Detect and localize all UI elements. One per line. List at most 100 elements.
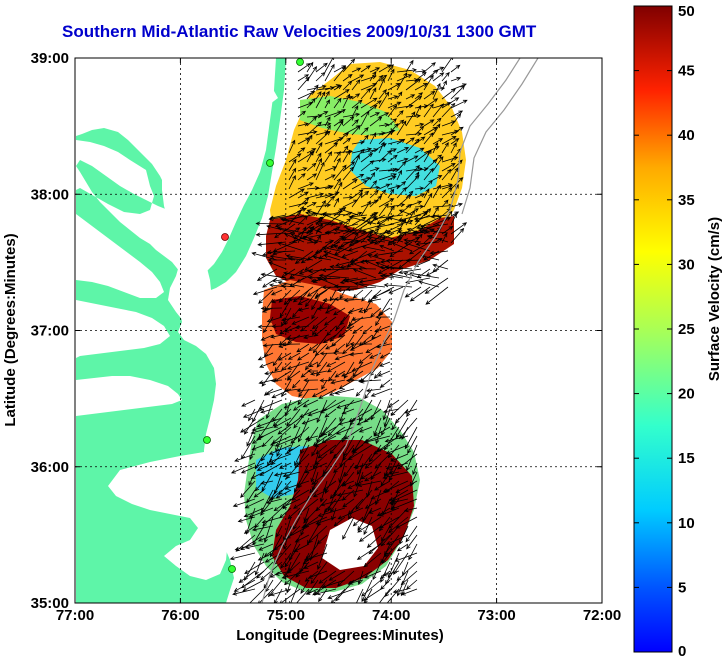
velocity-arrow xyxy=(320,498,346,507)
velocity-arrow xyxy=(297,352,310,361)
velocity-arrow xyxy=(251,426,265,432)
velocity-arrow xyxy=(279,588,301,603)
pamlico-sound xyxy=(108,452,228,580)
velocity-arrow xyxy=(398,209,413,216)
velocity-arrow xyxy=(293,516,301,530)
velocity-arrow xyxy=(395,480,418,493)
velocity-arrow xyxy=(414,122,425,127)
velocity-arrow xyxy=(306,61,314,73)
x-tick-label: 72:00 xyxy=(583,607,621,624)
velocity-arrow xyxy=(276,226,305,234)
velocity-arrow xyxy=(405,78,422,91)
velocity-arrow xyxy=(277,280,305,288)
colorbar-tick-label: 25 xyxy=(678,321,695,338)
velocity-arrow xyxy=(267,257,286,263)
velocity-arrow xyxy=(323,316,337,326)
velocity-arrow xyxy=(343,426,364,440)
velocity-arrow xyxy=(379,244,395,252)
velocity-arrow xyxy=(398,268,422,275)
velocity-arrow xyxy=(388,286,404,294)
velocity-arrow xyxy=(347,480,364,489)
velocity-arrow xyxy=(351,174,365,181)
velocity-arrow xyxy=(387,101,402,109)
velocity-arrow xyxy=(266,224,296,234)
velocity-arrow xyxy=(342,498,355,508)
velocity-region-cyan xyxy=(350,138,440,196)
velocity-arrow xyxy=(270,289,283,296)
velocity-arrow xyxy=(312,255,332,261)
velocity-arrow xyxy=(252,286,278,296)
velocity-arrow xyxy=(384,579,400,598)
velocity-arrow xyxy=(360,160,375,172)
colorbar-tick-label: 35 xyxy=(678,192,695,209)
velocity-arrow xyxy=(329,289,337,302)
velocity-arrow xyxy=(333,284,359,289)
velocity-arrow xyxy=(297,298,310,305)
velocity-arrow xyxy=(337,507,364,520)
velocity-arrow xyxy=(304,435,319,441)
velocity-arrow xyxy=(310,370,328,376)
velocity-arrow xyxy=(372,444,391,455)
y-tick-label: 36:00 xyxy=(31,459,69,476)
velocity-arrow xyxy=(260,306,283,311)
velocity-arrow xyxy=(287,334,301,344)
velocity-arrow xyxy=(376,343,391,349)
velocity-arrow xyxy=(296,588,310,603)
velocity-arrow xyxy=(348,370,364,381)
velocity-arrow xyxy=(423,126,438,136)
velocity-arrow xyxy=(257,534,274,542)
velocity-arrow xyxy=(308,343,319,352)
velocity-arrow xyxy=(357,266,377,271)
velocity-arrow xyxy=(368,298,382,303)
velocity-arrow xyxy=(243,507,265,518)
velocity-arrow xyxy=(297,101,314,109)
velocity-arrow xyxy=(289,268,305,279)
velocity-arrow xyxy=(274,435,301,447)
velocity-arrow xyxy=(260,480,274,485)
velocity-arrow xyxy=(306,148,317,154)
velocity-arrow xyxy=(307,275,323,280)
velocity-arrow xyxy=(358,426,373,433)
velocity-arrow xyxy=(315,516,337,525)
velocity-arrow xyxy=(324,124,331,136)
velocity-arrow xyxy=(297,173,306,181)
velocity-arrow xyxy=(396,180,407,190)
velocity-arrow xyxy=(316,534,328,545)
velocity-arrow xyxy=(307,408,328,417)
velocity-arrow xyxy=(369,132,377,145)
velocity-arrow xyxy=(300,250,323,264)
velocity-arrow xyxy=(378,122,390,128)
velocity-arrow xyxy=(343,298,364,303)
velocity-arrow xyxy=(241,399,256,407)
velocity-arrow xyxy=(388,498,409,505)
colorbar-tick-label: 15 xyxy=(678,450,695,467)
colorbar-tick-label: 40 xyxy=(678,127,695,144)
velocity-arrow xyxy=(351,361,373,372)
velocity-arrow xyxy=(348,215,377,225)
velocity-arrow xyxy=(432,206,439,217)
velocity-arrow xyxy=(342,137,352,145)
velocity-arrow xyxy=(324,408,337,418)
velocity-arrow xyxy=(387,205,395,217)
velocity-arrow xyxy=(281,570,310,580)
radar-station xyxy=(228,565,236,573)
velocity-arrow xyxy=(276,525,283,538)
velocity-arrow xyxy=(308,361,319,368)
velocity-arrow xyxy=(355,388,364,397)
velocity-arrow xyxy=(378,516,391,532)
velocity-arrow xyxy=(408,543,418,561)
velocity-arrow xyxy=(405,137,415,145)
velocity-arrow xyxy=(441,102,456,118)
velocity-arrow xyxy=(296,343,310,353)
velocity-arrow xyxy=(369,67,381,73)
colorbar-tick-label: 30 xyxy=(678,256,695,273)
velocity-arrow xyxy=(416,223,431,230)
velocity-arrow xyxy=(432,184,441,199)
velocity-arrow xyxy=(306,202,317,208)
velocity-arrow xyxy=(252,525,274,532)
velocity-arrow xyxy=(257,552,274,561)
velocity-arrow xyxy=(255,232,287,237)
velocity-arrow xyxy=(369,100,382,109)
velocity-arrow xyxy=(332,350,345,356)
